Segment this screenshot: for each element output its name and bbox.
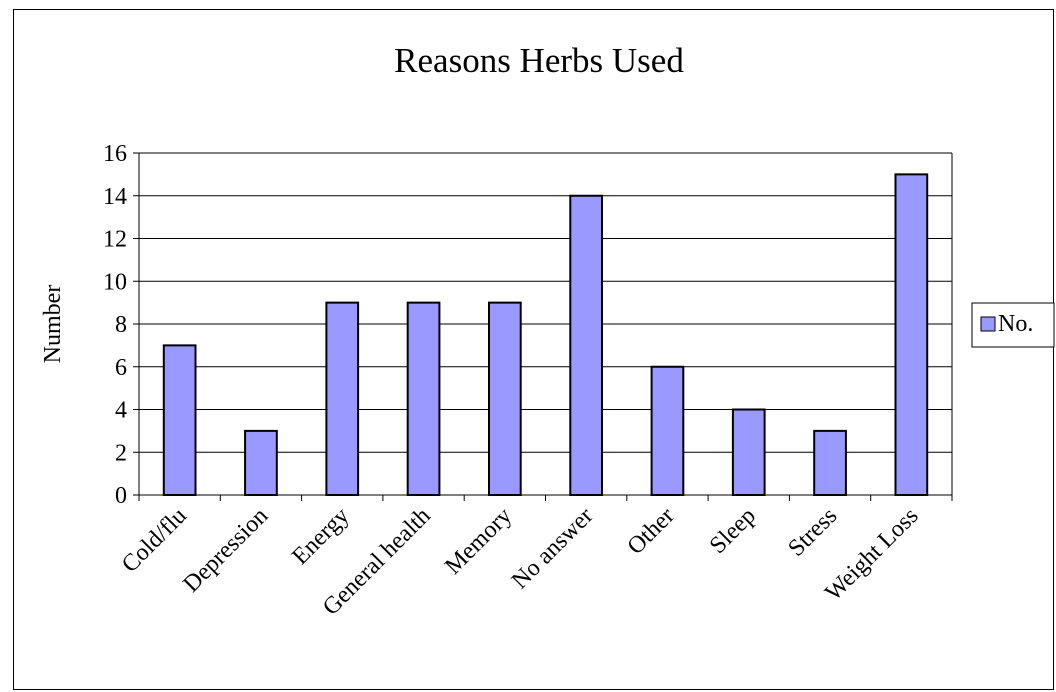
x-tick-label: Cold/flu xyxy=(117,503,192,578)
y-tick-label: 8 xyxy=(115,312,127,338)
bar xyxy=(894,173,929,496)
bar xyxy=(487,301,522,496)
bars xyxy=(162,173,929,496)
y-tick-label: 16 xyxy=(103,141,127,167)
x-tick-label: Memory xyxy=(440,503,517,580)
bar xyxy=(731,408,766,496)
x-tick-label: Depression xyxy=(178,503,273,598)
bar xyxy=(325,301,360,496)
x-tick-label: Other xyxy=(623,503,680,560)
bar xyxy=(244,429,278,496)
legend-swatch xyxy=(980,316,996,332)
chart-title: Reasons Herbs Used xyxy=(394,41,684,80)
y-tick-label: 10 xyxy=(103,269,127,295)
legend-label: No. xyxy=(998,311,1033,337)
y-tick-label: 4 xyxy=(115,398,127,424)
y-tick-label: 6 xyxy=(115,355,127,381)
axes xyxy=(133,152,953,501)
bar xyxy=(406,301,441,496)
bar xyxy=(650,365,685,496)
y-tick-label: 0 xyxy=(115,483,127,509)
x-tick-label: Sleep xyxy=(705,503,761,559)
legend: No. xyxy=(971,302,1055,348)
y-axis-label: Number xyxy=(40,285,66,364)
y-tick-label: 14 xyxy=(103,184,127,210)
bar xyxy=(569,194,604,496)
grid-lines xyxy=(139,152,952,453)
y-tick-label: 2 xyxy=(115,440,127,466)
x-tick-label: No answer xyxy=(507,503,598,594)
bar xyxy=(162,344,197,496)
x-tick-label: Stress xyxy=(783,503,842,562)
x-tick-label: Energy xyxy=(287,503,354,570)
bar xyxy=(813,429,847,496)
y-tick-label: 12 xyxy=(103,227,127,253)
